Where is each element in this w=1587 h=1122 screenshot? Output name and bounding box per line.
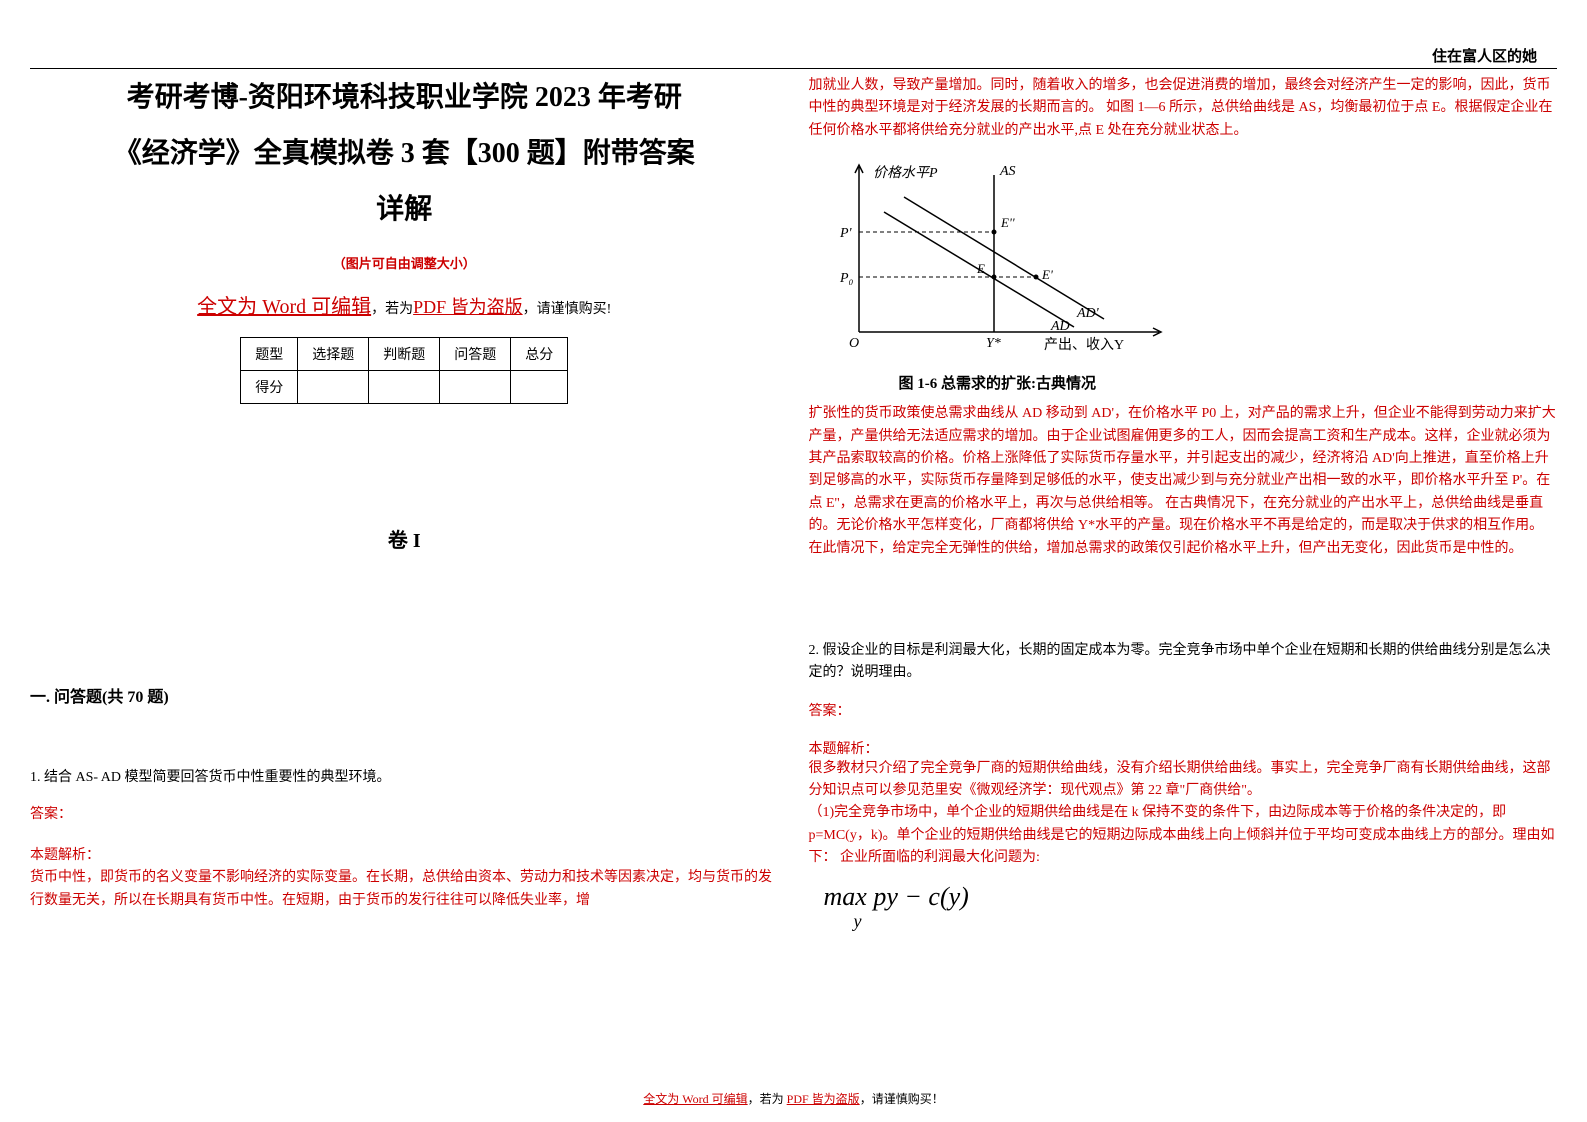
volume-title: 卷 I <box>30 524 779 553</box>
as-label: AS <box>999 164 1016 179</box>
td-score-label: 得分 <box>241 371 298 404</box>
y-axis-label: 价格水平P <box>873 165 938 181</box>
td-empty-4 <box>511 371 568 404</box>
q1-text: 1. 结合 AS- AD 模型简要回答货币中性重要性的典型环境。 <box>30 767 779 789</box>
th-type: 题型 <box>241 338 298 371</box>
origin-label: O <box>849 336 859 351</box>
diagram-caption: 图 1-6 总需求的扩张:古典情况 <box>899 372 1558 393</box>
footer-pdf: PDF 皆为盗版 <box>787 1092 860 1106</box>
table-header-row: 题型 选择题 判断题 问答题 总分 <box>241 338 568 371</box>
ad-label: AD <box>1050 319 1070 334</box>
score-table: 题型 选择题 判断题 问答题 总分 得分 <box>240 337 568 404</box>
td-empty-2 <box>369 371 440 404</box>
warning-sep1: ，若为 <box>371 302 413 317</box>
profit-max-formula: max py − c(y) y <box>809 882 1558 942</box>
as-ad-diagram: 价格水平P AS P' P₀ E'' E E' AD' AD O Y* 产出、收… <box>819 157 1189 357</box>
warning-word-editable: 全文为 Word 可编辑 <box>197 296 371 318</box>
footer-sep1: ，若为 <box>748 1092 787 1106</box>
e-label: E <box>976 261 985 276</box>
ad-prime-label: AD' <box>1076 306 1100 321</box>
th-choice: 选择题 <box>298 338 369 371</box>
td-empty-1 <box>298 371 369 404</box>
formula-main: max py − c(y) <box>824 882 969 911</box>
ystar-label: Y* <box>986 336 1001 351</box>
q2-analysis-text: 很多教材只介绍了完全竞争厂商的短期供给曲线，没有介绍长期供给曲线。事实上，完全竞… <box>809 758 1558 870</box>
section-title: 一. 问答题(共 70 题) <box>30 683 779 707</box>
q1-analysis-label: 本题解析： <box>30 845 779 867</box>
x-axis-label: 产出、收入Y <box>1044 337 1124 353</box>
right-column: 加就业人数，导致产量增加。同时，随着收入的增多，也会促进消费的增加，最终会对经济… <box>809 40 1558 942</box>
formula-sub: y <box>824 911 862 931</box>
left-column: 考研考博-资阳环境科技职业学院 2023 年考研 《经济学》全真模拟卷 3 套【… <box>30 40 779 942</box>
warning-line: 全文为 Word 可编辑，若为PDF 皆为盗版，请谨慎购买! <box>30 290 779 319</box>
subtitle-note: （图片可自由调整大小） <box>30 253 779 272</box>
page-container: 考研考博-资阳环境科技职业学院 2023 年考研 《经济学》全真模拟卷 3 套【… <box>0 0 1587 962</box>
question-1: 1. 结合 AS- AD 模型简要回答货币中性重要性的典型环境。 答案： 本题解… <box>30 767 779 912</box>
warning-tail: ，请谨慎购买! <box>523 302 612 317</box>
footer-tail: ，请谨慎购买！ <box>860 1092 944 1106</box>
footer: 全文为 Word 可编辑，若为 PDF 皆为盗版，请谨慎购买！ <box>0 1090 1587 1107</box>
e-double-label: E'' <box>1000 215 1015 230</box>
q1-analysis-text: 货币中性，即货币的名义变量不影响经济的实际变量。在长期，总供给由资本、劳动力和技… <box>30 867 779 912</box>
warning-pdf-pirate: PDF 皆为盗版 <box>413 297 523 317</box>
col2-para1: 加就业人数，导致产量增加。同时，随着收入的增多，也会促进消费的增加，最终会对经济… <box>809 75 1558 142</box>
question-2-text: 2. 假设企业的目标是利润最大化，长期的固定成本为零。完全竞争市场中单个企业在短… <box>809 640 1558 685</box>
e-prime-label: E' <box>1041 267 1053 282</box>
diagram-container: 价格水平P AS P' P₀ E'' E E' AD' AD O Y* 产出、收… <box>819 157 1558 362</box>
col2-para2: 扩张性的货币政策使总需求曲线从 AD 移动到 AD'，在价格水平 P0 上，对产… <box>809 403 1558 560</box>
title-line-1: 考研考博-资阳环境科技职业学院 2023 年考研 <box>30 70 779 126</box>
footer-word: 全文为 Word 可编辑 <box>643 1092 747 1106</box>
th-qa: 问答题 <box>440 338 511 371</box>
header-rule <box>30 68 1557 69</box>
title-line-2: 《经济学》全真模拟卷 3 套【300 题】附带答案 <box>30 126 779 182</box>
table-score-row: 得分 <box>241 371 568 404</box>
q2-answer-label: 答案： <box>809 700 1558 720</box>
td-empty-3 <box>440 371 511 404</box>
q1-answer-label: 答案： <box>30 804 779 826</box>
p-prime-label: P' <box>839 226 853 241</box>
th-total: 总分 <box>511 338 568 371</box>
th-judge: 判断题 <box>369 338 440 371</box>
title-line-3: 详解 <box>30 182 779 238</box>
doc-title: 考研考博-资阳环境科技职业学院 2023 年考研 《经济学》全真模拟卷 3 套【… <box>30 70 779 238</box>
q2-analysis-label: 本题解析： <box>809 738 1558 758</box>
p0-label: P₀ <box>839 271 854 286</box>
header-author: 住在富人区的她 <box>1432 45 1537 66</box>
